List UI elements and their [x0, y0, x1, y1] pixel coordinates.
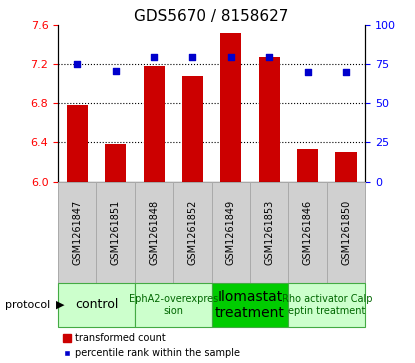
Text: GSM1261852: GSM1261852	[188, 200, 198, 265]
Bar	[250, 182, 288, 283]
Text: Ilomastat
treatment: Ilomastat treatment	[215, 290, 285, 320]
Bar	[96, 182, 135, 283]
Bar	[135, 182, 173, 283]
Bar	[182, 76, 203, 182]
Bar	[335, 152, 356, 182]
Point	[266, 54, 273, 60]
Bar	[327, 182, 365, 283]
Text: GSM1261846: GSM1261846	[303, 200, 312, 265]
Bar	[58, 283, 135, 327]
Bar	[288, 182, 327, 283]
Bar	[173, 182, 212, 283]
Text: GSM1261849: GSM1261849	[226, 200, 236, 265]
Point	[227, 54, 234, 60]
Bar	[297, 149, 318, 182]
Point	[343, 69, 349, 75]
Bar	[67, 105, 88, 182]
Bar	[220, 33, 242, 182]
Bar	[144, 66, 165, 182]
Point	[304, 69, 311, 75]
Point	[112, 68, 119, 74]
Text: GSM1261851: GSM1261851	[111, 200, 121, 265]
Text: Rho activator Calp
eptin treatment: Rho activator Calp eptin treatment	[281, 294, 372, 316]
Bar	[212, 182, 250, 283]
Point	[74, 61, 81, 68]
Bar	[288, 283, 365, 327]
Text: GSM1261847: GSM1261847	[72, 200, 82, 265]
Text: control: control	[75, 298, 118, 311]
Title: GDS5670 / 8158627: GDS5670 / 8158627	[134, 9, 289, 24]
Text: GSM1261850: GSM1261850	[341, 200, 351, 265]
Text: EphA2-overexpres
sion: EphA2-overexpres sion	[129, 294, 218, 316]
Legend: transformed count, percentile rank within the sample: transformed count, percentile rank withi…	[63, 333, 239, 358]
Bar	[212, 283, 288, 327]
Point	[151, 54, 157, 60]
Bar	[135, 283, 212, 327]
Bar	[259, 57, 280, 182]
Bar	[105, 144, 126, 182]
Bar	[58, 182, 96, 283]
Text: ▶: ▶	[56, 300, 64, 310]
Text: protocol: protocol	[5, 300, 50, 310]
Text: GSM1261848: GSM1261848	[149, 200, 159, 265]
Point	[189, 54, 196, 60]
Text: GSM1261853: GSM1261853	[264, 200, 274, 265]
